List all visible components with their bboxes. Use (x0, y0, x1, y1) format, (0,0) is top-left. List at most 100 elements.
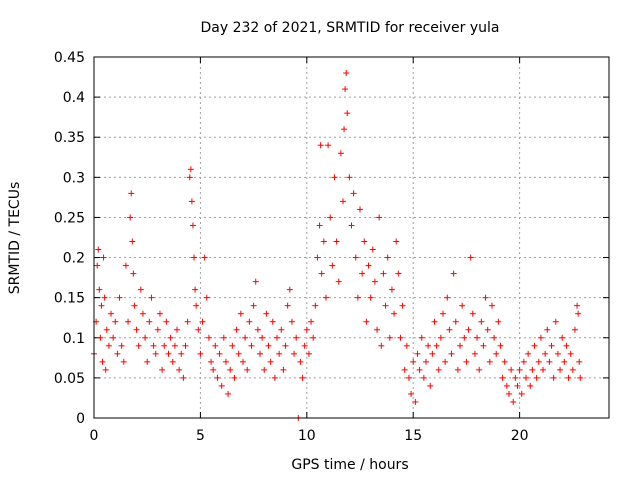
data-point (346, 174, 353, 181)
data-point (382, 302, 389, 309)
data-point (129, 238, 136, 245)
data-point (199, 318, 206, 325)
data-point (395, 270, 402, 277)
data-point (144, 358, 151, 365)
data-point (376, 214, 383, 221)
data-point (442, 358, 449, 365)
data-point (348, 222, 355, 229)
data-point (246, 318, 253, 325)
data-point (405, 374, 412, 381)
data-point (559, 334, 566, 341)
data-point (343, 70, 350, 77)
data-point (476, 366, 483, 373)
data-point (463, 358, 470, 365)
data-point (416, 366, 423, 373)
data-point (533, 374, 540, 381)
data-point (301, 342, 308, 349)
data-point (425, 342, 432, 349)
data-point (220, 334, 227, 341)
data-point (484, 326, 491, 333)
x-tick-labels: 0 5 10 15 20 (90, 428, 529, 444)
data-point (297, 358, 304, 365)
data-point (131, 302, 138, 309)
data-point (403, 342, 410, 349)
data-point (135, 342, 142, 349)
data-point (420, 374, 427, 381)
data-point (167, 334, 174, 341)
data-point (367, 294, 374, 301)
data-point (197, 350, 204, 357)
data-point (393, 238, 400, 245)
data-point (361, 238, 368, 245)
data-point (574, 302, 581, 309)
data-point (186, 174, 193, 181)
data-point (527, 382, 534, 389)
data-point (263, 310, 270, 317)
x-tick-label: 0 (90, 428, 99, 444)
data-point (235, 350, 242, 357)
data-point (412, 398, 419, 405)
data-point (305, 350, 312, 357)
data-point (540, 366, 547, 373)
data-point (299, 374, 306, 381)
data-point (274, 334, 281, 341)
data-point (344, 110, 351, 117)
data-point (331, 174, 338, 181)
data-point (195, 326, 202, 333)
data-point (576, 358, 583, 365)
data-point (254, 326, 261, 333)
data-point (244, 366, 251, 373)
data-point (191, 254, 198, 261)
data-point (535, 358, 542, 365)
data-point (410, 358, 417, 365)
y-tick-label: 0.15 (54, 291, 85, 307)
data-point (169, 358, 176, 365)
data-point (259, 334, 266, 341)
data-point (286, 286, 293, 293)
data-point (422, 358, 429, 365)
y-tick-label: 0.2 (63, 251, 85, 267)
data-point (180, 374, 187, 381)
data-point (450, 270, 457, 277)
data-point (267, 358, 274, 365)
data-point (278, 326, 285, 333)
data-point (95, 246, 102, 253)
data-point (499, 374, 506, 381)
data-point (242, 334, 249, 341)
data-point (96, 286, 103, 293)
data-point (322, 294, 329, 301)
data-point (501, 358, 508, 365)
y-tick-labels: 0 0.05 0.1 0.15 0.2 0.25 0.3 0.35 0.4 0.45 (54, 50, 85, 427)
x-tick-label: 10 (298, 428, 316, 444)
data-point (435, 366, 442, 373)
data-point (465, 326, 472, 333)
data-point (171, 342, 178, 349)
data-point (567, 350, 574, 357)
data-point (474, 334, 481, 341)
data-point (531, 342, 538, 349)
data-point (125, 318, 132, 325)
data-point (544, 326, 551, 333)
data-point (510, 398, 517, 405)
data-point (314, 254, 321, 261)
data-point (371, 278, 378, 285)
data-point (461, 334, 468, 341)
data-point (350, 190, 357, 197)
data-point (256, 350, 263, 357)
data-point (505, 390, 512, 397)
data-point (127, 214, 134, 221)
y-tick-label: 0.1 (63, 331, 85, 347)
data-point (318, 270, 325, 277)
data-point (374, 326, 381, 333)
data-point (130, 270, 137, 277)
data-point (94, 262, 101, 269)
data-point (512, 374, 519, 381)
data-point (569, 366, 576, 373)
data-point (122, 262, 129, 269)
data-point (250, 302, 257, 309)
data-point (282, 342, 289, 349)
data-point (444, 294, 451, 301)
data-point (120, 358, 127, 365)
data-point (365, 262, 372, 269)
